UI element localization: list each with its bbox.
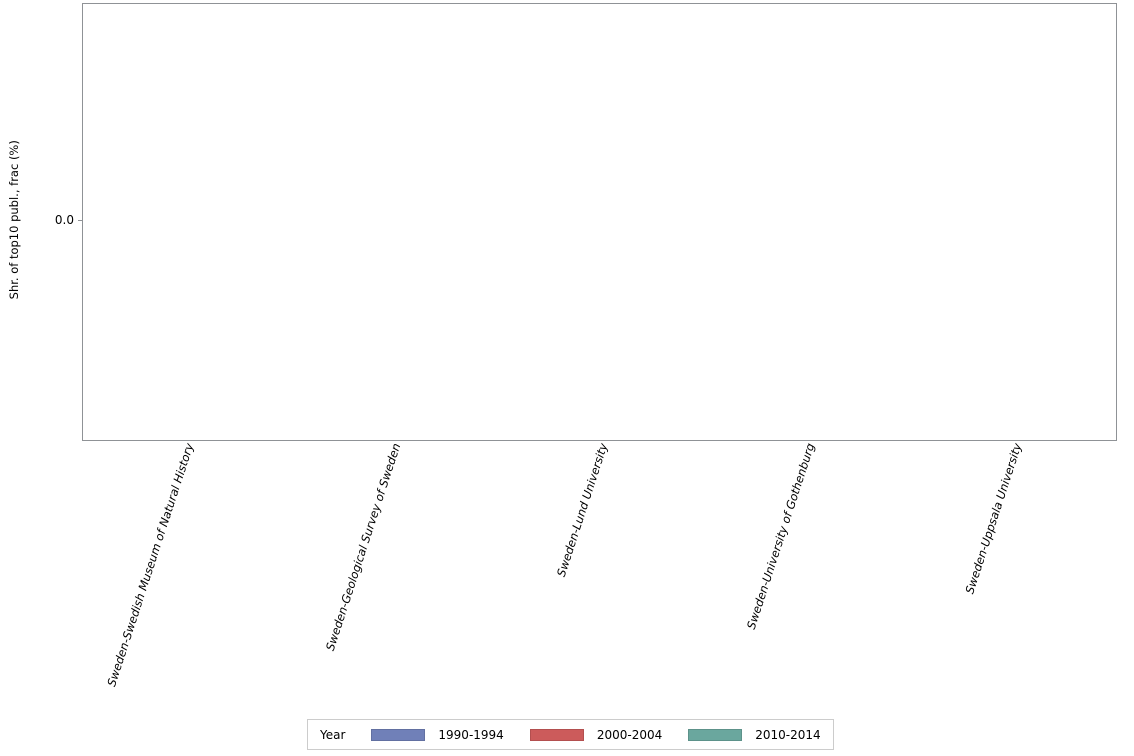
plot-series-layer: [83, 4, 1116, 440]
x-tick-label: Sweden-Geological Survey of Sweden: [322, 441, 404, 653]
legend-label: 2000-2004: [596, 727, 663, 742]
legend-color-swatch: [529, 728, 584, 741]
x-tick-label: Sweden-University of Gothenburg: [743, 441, 818, 631]
legend-entry-group: 1990-1994 2000-2004 2010-2014: [371, 727, 821, 742]
legend-title: Year: [320, 727, 346, 742]
x-tick-label: Sweden-Uppsala University: [962, 441, 1025, 596]
legend-entry[interactable]: 2010-2014: [688, 727, 821, 742]
y-tick: 0.0: [0, 213, 82, 227]
legend-label: 1990-1994: [438, 727, 504, 742]
x-tick-label: Sweden-Swedish Museum of Natural History: [104, 441, 197, 689]
y-tick-mark: [78, 219, 82, 221]
y-tick-label: 0.0: [54, 213, 74, 227]
legend: Year 1990-1994 2000-2004 2010-2014: [307, 719, 834, 750]
legend-entry[interactable]: 2000-2004: [529, 727, 663, 742]
legend-label: 2010-2014: [755, 727, 821, 742]
legend-color-swatch: [371, 728, 426, 741]
plot-area: [82, 3, 1117, 441]
legend-color-swatch: [688, 728, 743, 741]
legend-entry[interactable]: 1990-1994: [371, 727, 504, 742]
x-tick-label: Sweden-Lund University: [553, 441, 611, 579]
x-tick-group: Sweden-Swedish Museum of Natural History…: [82, 441, 1117, 712]
